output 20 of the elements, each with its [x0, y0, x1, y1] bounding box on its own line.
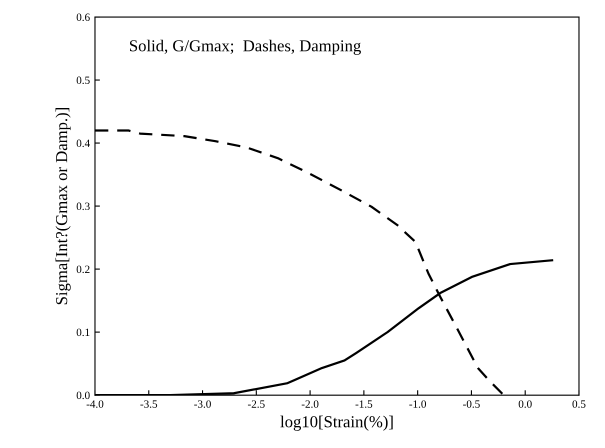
x-tick-label: 0.5 [572, 400, 586, 408]
x-tick-label: -0.5 [463, 400, 480, 408]
y-tick-label: 0.5 [76, 76, 90, 84]
y-tick-label: 0.2 [76, 266, 90, 274]
y-tick-label: 0.6 [76, 13, 90, 22]
x-axis-title: log10[Strain(%)] [280, 416, 393, 431]
y-axis-title: Sigma[Int?(Gmax or Damp.)] [56, 108, 71, 304]
y-tick-label: 0.0 [76, 392, 90, 400]
x-tick-label: -1.0 [409, 400, 426, 408]
y-tick-label: 0.1 [76, 328, 90, 336]
x-tick-label: -4.0 [86, 400, 104, 408]
x-tick-label: -1.5 [355, 400, 372, 408]
x-tick-label: -3.0 [194, 400, 211, 408]
x-tick-label: 0.0 [518, 400, 532, 408]
x-tick-label: -2.0 [302, 400, 318, 408]
annotation: Solid, G/Gmax; Dashes, Damping [130, 40, 361, 55]
x-tick-label: -3.5 [140, 400, 158, 408]
y-tick-label: 0.3 [76, 202, 90, 210]
x-tick-label: -2.5 [248, 400, 265, 408]
y-tick-label: 0.4 [76, 140, 90, 148]
